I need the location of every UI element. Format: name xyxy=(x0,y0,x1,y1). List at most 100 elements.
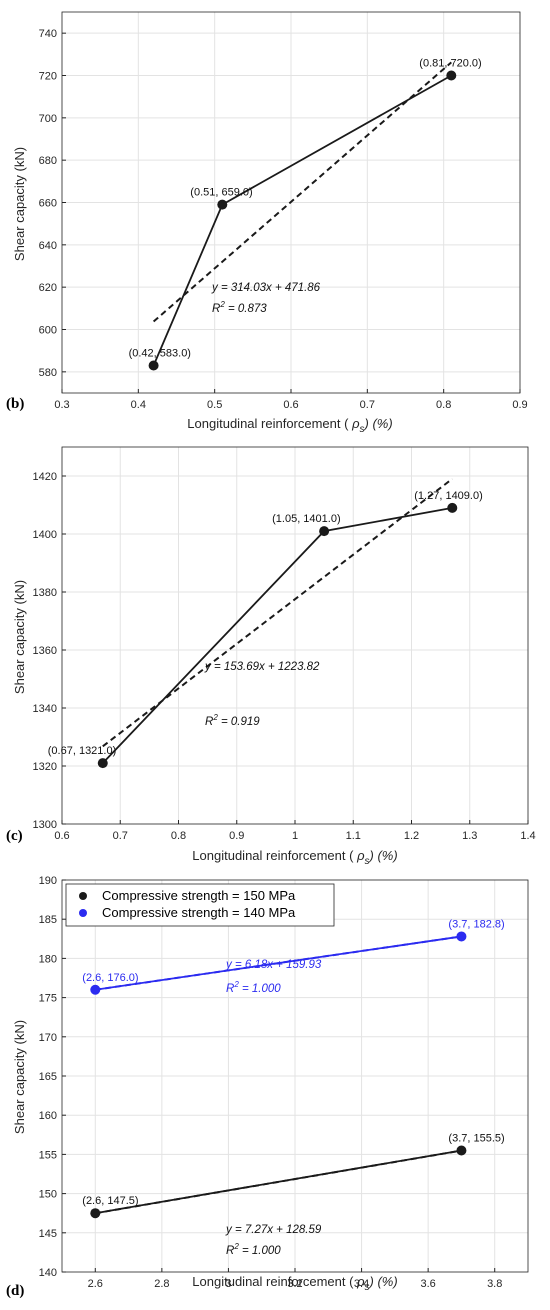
data-point xyxy=(456,1145,467,1156)
y-tick-label: 740 xyxy=(39,28,57,40)
y-tick-label: 640 xyxy=(39,240,57,252)
chart-panel-2: 0.6 0.7 0.8 0.9 1 1.1 1.2 1.3 1.4 1300 1320 1340 136… xyxy=(6,446,536,867)
axes-box xyxy=(61,11,521,394)
chart-panel-3: 2.6 2.8 3 3.2 3.4 3.6 3.8 140 145 150 155 160 165 170… xyxy=(6,875,529,1299)
data-point xyxy=(90,984,101,995)
y-axis-label: Shear capacity (kN) xyxy=(12,1020,27,1134)
data-label: (3.7, 155.5) xyxy=(448,1132,504,1144)
y-tick-label: 170 xyxy=(39,1032,57,1044)
y-tick-label: 1360 xyxy=(33,645,57,657)
x-tick-label: 3.8 xyxy=(487,1278,502,1290)
y-tick-label: 600 xyxy=(39,325,57,337)
data-label: (2.6, 147.5) xyxy=(82,1195,138,1207)
data-label: (0.42, 583.0) xyxy=(129,347,191,359)
data-point xyxy=(456,931,467,942)
data-label: (2.6, 176.0) xyxy=(82,972,138,984)
y-tick-label: 620 xyxy=(39,282,57,294)
data-point xyxy=(148,360,159,371)
x-tick-label: 0.6 xyxy=(54,830,69,842)
legend-box xyxy=(65,883,335,927)
y-tick-label: 150 xyxy=(39,1189,57,1201)
y-tick-label: 700 xyxy=(39,113,57,125)
y-tick-label: 180 xyxy=(39,953,57,965)
x-tick-label: 0.3 xyxy=(54,399,69,411)
r-squared: R2 = 1.000 xyxy=(226,980,281,995)
fit-equation: y = 7.27x + 128.59 xyxy=(225,1224,322,1236)
legend-label: Compressive strength = 150 MPa xyxy=(102,888,296,903)
data-label: (0.81, 720.0) xyxy=(419,58,481,70)
axes-box xyxy=(61,879,529,1273)
x-tick-label: 0.7 xyxy=(113,830,128,842)
y-axis-label: Shear capacity (kN) xyxy=(12,147,27,261)
y-tick-label: 155 xyxy=(39,1149,57,1161)
series-line xyxy=(95,1149,462,1215)
x-tick-label: 3.6 xyxy=(420,1278,435,1290)
data-point xyxy=(97,758,108,769)
x-tick-label: 0.6 xyxy=(283,399,298,411)
x-tick-label: 2.8 xyxy=(154,1278,169,1290)
x-tick-label: 0.9 xyxy=(229,830,244,842)
y-tick-label: 1420 xyxy=(33,471,57,483)
fit-equation: y = 153.69x + 1223.82 xyxy=(204,661,320,673)
data-label: (1.05, 1401.0) xyxy=(272,513,341,525)
x-tick-label: 1.2 xyxy=(404,830,419,842)
y-tick-label: 175 xyxy=(39,993,57,1005)
x-axis-label: Longitudinal reinforcement ( ρs) (%) xyxy=(187,416,392,435)
panel-label: (b) xyxy=(6,396,24,412)
data-label: (0.67, 1321.0) xyxy=(48,745,117,757)
y-tick-label: 1340 xyxy=(33,703,57,715)
r-squared: R2 = 1.000 xyxy=(226,1242,281,1257)
series-2: (2.6, 176.0) (3.7, 182.8) y = 6.18x + 159.… xyxy=(82,918,504,995)
r-squared: R2 = 0.873 xyxy=(212,300,267,315)
y-tick-label: 660 xyxy=(39,198,57,210)
trend-line xyxy=(152,61,452,323)
data-point xyxy=(447,502,458,513)
y-tick-label: 1400 xyxy=(33,529,57,541)
y-axis-label: Shear capacity (kN) xyxy=(12,580,27,694)
axes-box xyxy=(61,446,529,825)
x-tick-label: 2.6 xyxy=(88,1278,103,1290)
r-squared: R2 = 0.919 xyxy=(205,713,260,728)
y-tick-label: 1300 xyxy=(33,819,57,831)
chart-panel-1: 0.3 0.4 0.5 0.6 0.7 0.8 0.9 580 600 620 640 660 680 7… xyxy=(6,11,528,435)
data-point xyxy=(319,526,330,537)
x-tick-label: 3.2 xyxy=(287,1278,302,1290)
data-point xyxy=(446,70,457,81)
x-tick-label: 0.8 xyxy=(436,399,451,411)
panel-label: (d) xyxy=(6,1283,24,1299)
fit-equation: y = 6.18x + 159.93 xyxy=(225,959,322,971)
y-tick-label: 165 xyxy=(39,1071,57,1083)
legend: Compressive strength = 150 MPa Compressiv… xyxy=(65,883,335,927)
y-tick-label: 1380 xyxy=(33,587,57,599)
data-point xyxy=(217,199,228,210)
y-tick-label: 580 xyxy=(39,367,57,379)
legend-marker xyxy=(79,892,87,900)
x-tick-label: 0.8 xyxy=(171,830,186,842)
panel-label: (c) xyxy=(6,828,23,844)
y-tick-label: 140 xyxy=(39,1267,57,1279)
x-tick-label: 0.5 xyxy=(207,399,222,411)
data-label: (3.7, 182.8) xyxy=(448,918,504,930)
y-tick-label: 160 xyxy=(39,1110,57,1122)
series-line xyxy=(95,935,462,991)
legend-marker xyxy=(79,909,87,917)
x-tick-label: 1.1 xyxy=(346,830,361,842)
series-1: (2.6, 147.5) (3.7, 155.5) y = 7.27x + 128.… xyxy=(82,1132,504,1257)
y-tick-label: 145 xyxy=(39,1228,57,1240)
x-tick-label: 0.4 xyxy=(131,399,146,411)
x-tick-label: 0.9 xyxy=(512,399,527,411)
fit-equation: y = 314.03x + 471.86 xyxy=(211,282,321,294)
data-label: (1.27, 1409.0) xyxy=(414,490,483,502)
y-tick-label: 680 xyxy=(39,155,57,167)
x-tick-label: 3.4 xyxy=(354,1278,369,1290)
y-tick-label: 1320 xyxy=(33,761,57,773)
x-tick-label: 0.7 xyxy=(360,399,375,411)
x-tick-label: 1 xyxy=(292,830,298,842)
x-tick-label: 1.3 xyxy=(462,830,477,842)
data-point xyxy=(90,1208,101,1219)
series-1: (0.67, 1321.0) (1.05, 1401.0) (1.27, 1409.… xyxy=(48,478,483,769)
y-tick-label: 720 xyxy=(39,71,57,83)
x-axis-label: Longitudinal reinforcement ( ρs) (%) xyxy=(192,1274,397,1293)
x-tick-label: 1.4 xyxy=(520,830,535,842)
